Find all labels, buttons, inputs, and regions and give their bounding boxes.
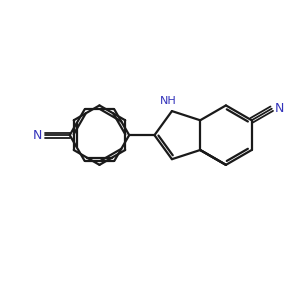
Text: N: N — [274, 102, 284, 115]
Text: NH: NH — [160, 96, 177, 106]
Text: N: N — [32, 129, 42, 142]
